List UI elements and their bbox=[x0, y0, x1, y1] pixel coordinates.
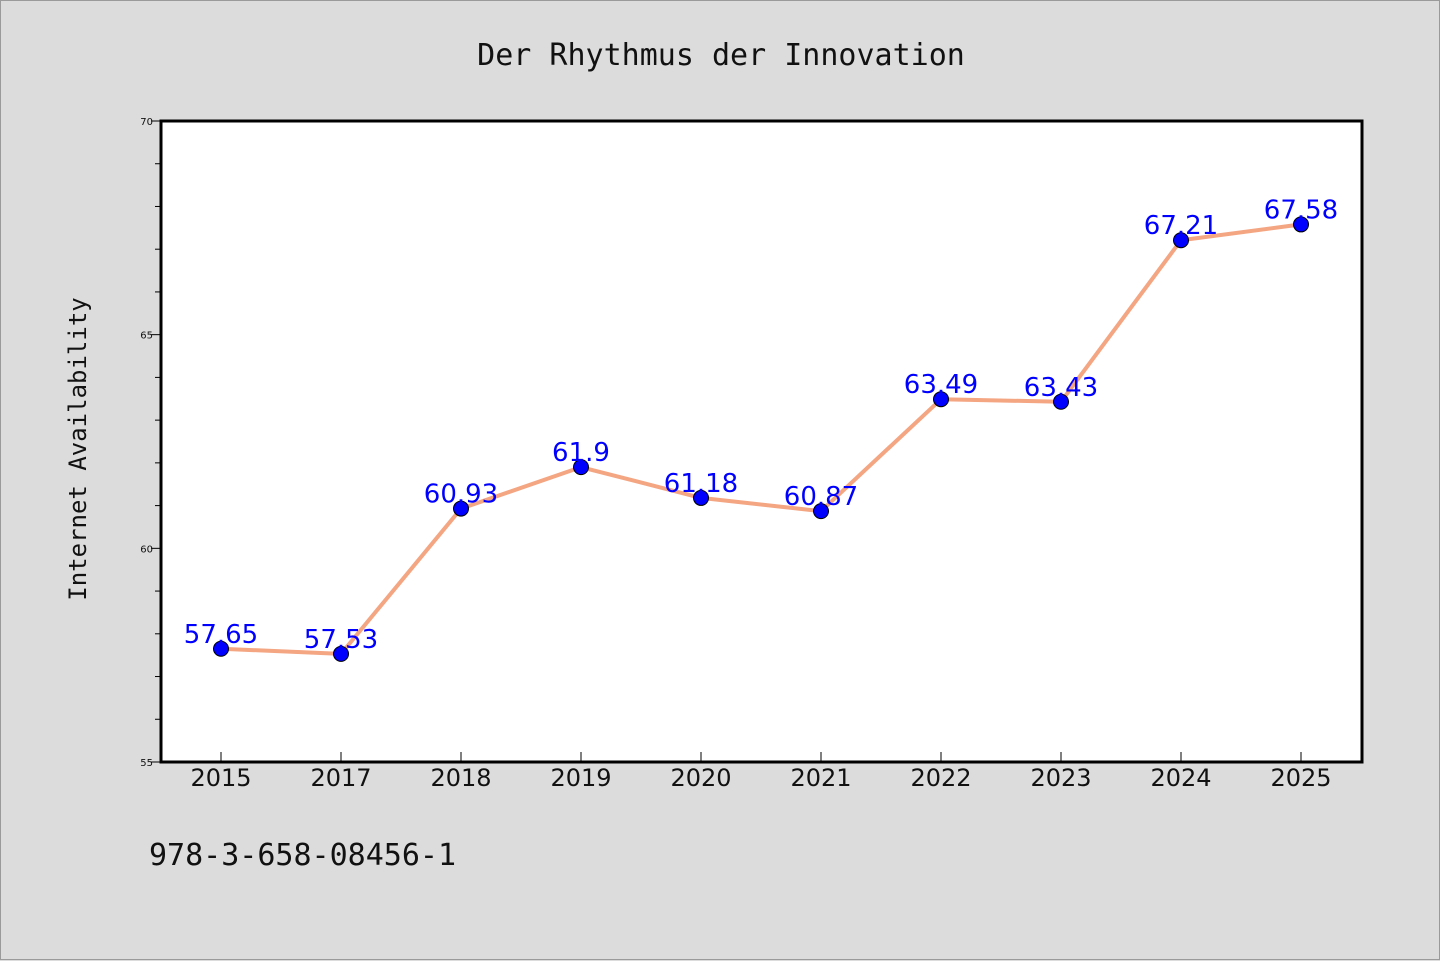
data-point bbox=[573, 459, 589, 476]
x-tick-label: 2020 bbox=[670, 764, 731, 792]
x-tick-label: 2021 bbox=[790, 764, 851, 792]
y-tick-label: 55 bbox=[140, 758, 153, 769]
x-tick-label: 2023 bbox=[1030, 764, 1091, 792]
y-tick-label: 70 bbox=[140, 117, 153, 128]
data-label: 61.9 bbox=[552, 438, 610, 468]
data-label: 67.21 bbox=[1144, 211, 1218, 241]
y-tick-label: 65 bbox=[140, 331, 153, 342]
isbn-footnote: 978-3-658-08456-1 bbox=[149, 838, 456, 873]
data-point bbox=[453, 500, 469, 517]
y-tick-label: 60 bbox=[140, 544, 153, 555]
x-tick-label: 2017 bbox=[310, 764, 371, 792]
data-label: 63.43 bbox=[1024, 373, 1098, 403]
data-label: 61.18 bbox=[664, 469, 738, 499]
data-label: 60.93 bbox=[424, 480, 498, 510]
data-point bbox=[1293, 216, 1309, 233]
data-label: 67.58 bbox=[1264, 195, 1338, 225]
y-axis-ticks: 55 60 65 70 bbox=[140, 117, 153, 769]
data-point bbox=[213, 640, 229, 657]
series-line bbox=[219, 222, 1303, 656]
data-label: 57.65 bbox=[184, 620, 258, 650]
data-label: 57.53 bbox=[304, 625, 378, 655]
y-axis-label: Internet Availability bbox=[64, 297, 92, 600]
x-tick-label: 2019 bbox=[550, 764, 611, 792]
data-point bbox=[333, 645, 349, 662]
x-tick-label: 2024 bbox=[1150, 764, 1211, 792]
data-labels: 57.65 57.53 60.93 61.9 61.18 60.87 63.49 63.43 6… bbox=[184, 195, 1338, 654]
data-point bbox=[693, 489, 709, 506]
x-axis-ticks: 2015 2017 2018 2019 2020 2021 2022 2023 2024 2025 bbox=[190, 752, 1332, 792]
data-point bbox=[1173, 232, 1189, 249]
x-tick-label: 2018 bbox=[430, 764, 491, 792]
data-label: 60.87 bbox=[784, 482, 858, 512]
plot-area bbox=[161, 121, 1362, 762]
x-tick-label: 2025 bbox=[1270, 764, 1331, 792]
data-label: 63.49 bbox=[904, 370, 978, 400]
plot-frame bbox=[159, 119, 1364, 764]
data-point bbox=[1053, 393, 1069, 410]
x-tick-label: 2015 bbox=[190, 764, 251, 792]
x-tick-label: 2022 bbox=[910, 764, 971, 792]
data-point bbox=[813, 503, 829, 520]
series-markers bbox=[213, 216, 1309, 662]
chart-title: Der Rhythmus der Innovation bbox=[477, 38, 965, 73]
data-point bbox=[933, 391, 949, 408]
